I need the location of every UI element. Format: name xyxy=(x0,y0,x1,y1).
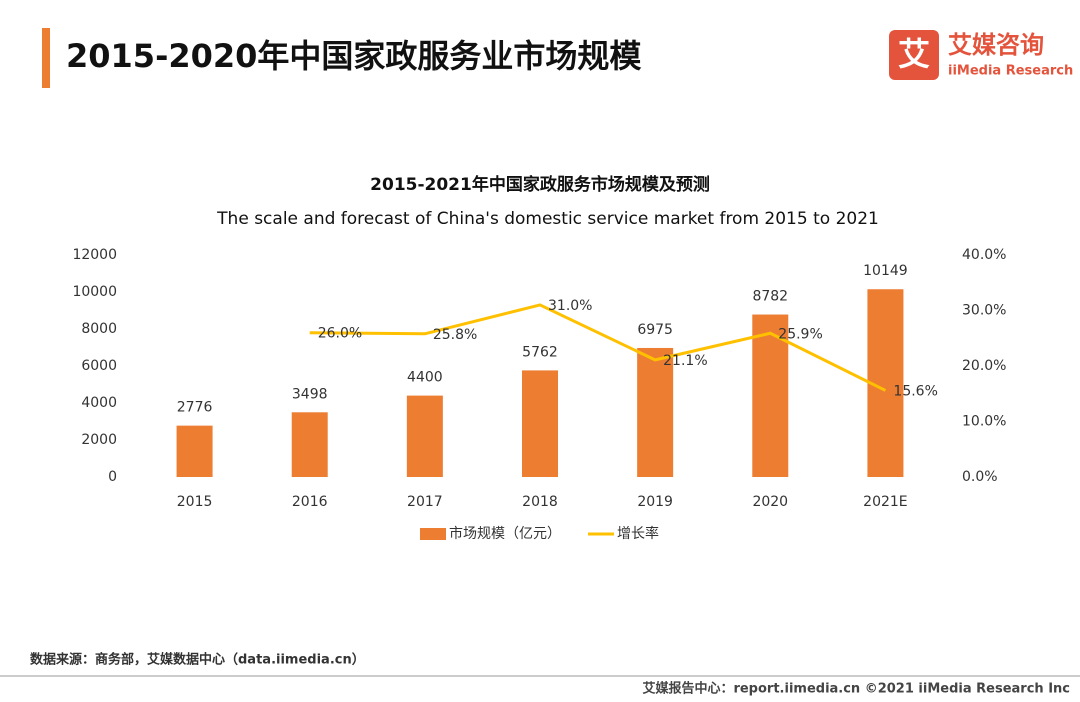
logo-en: iiMedia Research xyxy=(948,64,1073,79)
y2-tick-label: 40.0% xyxy=(962,247,1006,263)
y-tick-label: 0 xyxy=(108,469,117,485)
y2-tick-label: 0.0% xyxy=(962,469,998,485)
legend-label: 市场规模（亿元） xyxy=(449,525,561,542)
data-label: 6975 xyxy=(637,322,673,338)
data-label: 2776 xyxy=(177,400,213,416)
copyright: 艾媒报告中心：report.iimedia.cn ©2021 iiMedia R… xyxy=(642,681,1070,697)
data-label: 15.6% xyxy=(893,383,937,399)
data-label: 25.8% xyxy=(433,327,477,343)
chart-title: 2015-2021年中国家政服务市场规模及预测 xyxy=(370,174,710,195)
bar xyxy=(291,412,328,477)
line xyxy=(309,303,887,392)
bar xyxy=(406,395,443,477)
data-label: 3498 xyxy=(292,386,328,402)
y2-tick-label: 30.0% xyxy=(962,303,1006,319)
y-tick-label: 12000 xyxy=(72,247,117,263)
y-tick-label: 6000 xyxy=(81,358,117,374)
bar xyxy=(176,425,213,477)
y2-tick-label: 20.0% xyxy=(962,358,1006,374)
data-label: 10149 xyxy=(863,263,908,279)
logo-mark: 艾 xyxy=(898,35,930,73)
logo-box xyxy=(889,30,939,80)
y-tick-label: 2000 xyxy=(81,432,117,448)
y-tick-label: 4000 xyxy=(81,395,117,411)
y-tick-label: 10000 xyxy=(72,284,117,300)
x-tick-label: 2019 xyxy=(637,494,673,510)
data-label: 5762 xyxy=(522,344,558,360)
x-tick-label: 2017 xyxy=(407,494,443,510)
logo-cn: 艾媒咨询 xyxy=(948,31,1044,59)
page-title: 2015-2020年中国家政服务业市场规模 xyxy=(66,37,641,75)
x-tick-label: 2018 xyxy=(522,494,558,510)
data-label: 26.0% xyxy=(318,326,362,342)
legend-swatch xyxy=(420,528,446,540)
bar xyxy=(752,314,789,477)
y2-tick-label: 10.0% xyxy=(962,414,1006,430)
data-label: 31.0% xyxy=(548,298,592,314)
legend-label: 增长率 xyxy=(617,525,659,542)
x-tick-label: 2021E xyxy=(863,494,907,510)
x-tick-label: 2015 xyxy=(177,494,213,510)
x-tick-label: 2016 xyxy=(292,494,328,510)
data-label: 4400 xyxy=(407,370,443,386)
bar xyxy=(637,347,674,477)
y-tick-label: 8000 xyxy=(81,321,117,337)
source: 数据来源：商务部，艾媒数据中心（data.iimedia.cn） xyxy=(30,652,365,668)
title-accent xyxy=(42,28,50,88)
bar xyxy=(522,370,558,477)
x-tick-label: 2020 xyxy=(752,494,788,510)
chart-subtitle: The scale and forecast of China's domest… xyxy=(216,209,879,229)
data-label: 25.9% xyxy=(778,326,822,342)
data-label: 21.1% xyxy=(663,353,707,369)
data-label: 8782 xyxy=(752,289,788,305)
